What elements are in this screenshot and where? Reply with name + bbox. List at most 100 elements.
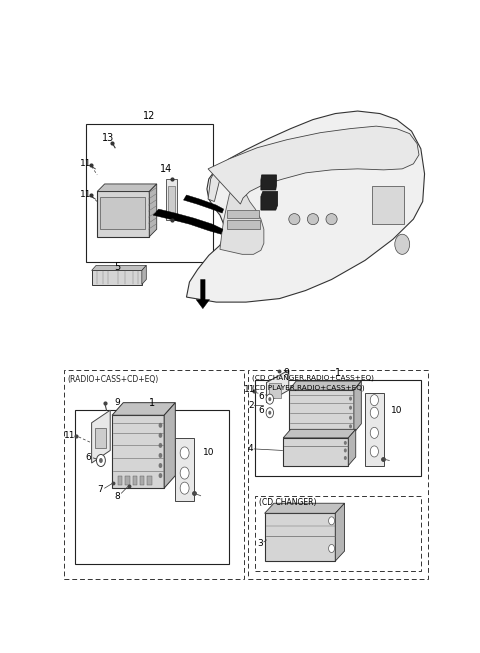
Bar [118, 475, 122, 485]
Circle shape [158, 453, 162, 458]
Polygon shape [183, 195, 224, 213]
Bar [168, 187, 175, 214]
Polygon shape [186, 111, 424, 302]
Bar [75, 410, 229, 564]
Circle shape [158, 473, 162, 478]
Text: 11: 11 [244, 385, 256, 394]
Circle shape [266, 407, 274, 418]
Circle shape [180, 467, 189, 479]
Circle shape [349, 424, 352, 428]
Polygon shape [228, 220, 260, 229]
Circle shape [268, 397, 271, 401]
Circle shape [370, 407, 378, 419]
Bar [95, 428, 106, 448]
Polygon shape [166, 179, 177, 220]
Bar [248, 370, 428, 579]
Polygon shape [289, 390, 354, 433]
Circle shape [370, 427, 378, 438]
Polygon shape [264, 513, 335, 561]
Circle shape [329, 545, 335, 552]
Bar [86, 123, 213, 262]
Polygon shape [149, 184, 156, 237]
Polygon shape [92, 270, 142, 285]
Polygon shape [153, 209, 223, 234]
Polygon shape [365, 392, 384, 466]
Text: 10: 10 [391, 406, 403, 415]
Polygon shape [97, 184, 156, 191]
Bar [125, 475, 130, 485]
Circle shape [96, 454, 106, 466]
Text: 11: 11 [80, 189, 91, 199]
Polygon shape [164, 403, 175, 488]
Bar [64, 370, 244, 579]
Polygon shape [142, 265, 146, 285]
Polygon shape [261, 175, 276, 190]
Ellipse shape [307, 214, 319, 225]
Polygon shape [175, 438, 194, 501]
Circle shape [158, 443, 162, 448]
Circle shape [180, 482, 189, 494]
Text: 13: 13 [102, 133, 115, 143]
Text: 8: 8 [115, 492, 120, 502]
Polygon shape [92, 410, 110, 463]
Circle shape [349, 406, 352, 409]
Polygon shape [266, 370, 289, 403]
Circle shape [99, 458, 103, 463]
Text: 9: 9 [283, 368, 289, 377]
Circle shape [329, 517, 335, 525]
Circle shape [349, 416, 352, 420]
Bar [255, 496, 421, 571]
Polygon shape [196, 279, 210, 309]
Text: 10: 10 [203, 449, 215, 458]
Bar [372, 187, 404, 224]
Polygon shape [261, 191, 277, 210]
Polygon shape [335, 503, 345, 561]
Polygon shape [264, 503, 345, 513]
Polygon shape [220, 169, 266, 254]
Text: 1: 1 [335, 368, 341, 377]
Circle shape [344, 449, 347, 453]
Circle shape [158, 433, 162, 438]
Bar [269, 383, 281, 398]
Text: 14: 14 [160, 164, 172, 174]
Text: 11: 11 [80, 159, 91, 168]
Polygon shape [354, 381, 361, 433]
Circle shape [370, 394, 378, 406]
Text: 6: 6 [258, 406, 264, 415]
Circle shape [344, 441, 347, 445]
Bar [147, 475, 152, 485]
Text: 4: 4 [248, 445, 253, 453]
Circle shape [180, 447, 189, 459]
Polygon shape [92, 265, 146, 270]
Text: (RADIO+CASS+CD+EQ): (RADIO+CASS+CD+EQ) [67, 375, 159, 384]
Circle shape [158, 422, 162, 428]
Text: 2: 2 [248, 401, 253, 409]
Text: 12: 12 [143, 111, 156, 121]
Polygon shape [348, 429, 356, 466]
Text: (CD PLAYER,RADIO+CASS+EQ): (CD PLAYER,RADIO+CASS+EQ) [252, 384, 364, 390]
Text: 9: 9 [115, 398, 120, 407]
Polygon shape [283, 429, 356, 438]
Ellipse shape [395, 234, 410, 254]
Bar [100, 197, 145, 229]
Circle shape [266, 394, 274, 404]
Polygon shape [208, 126, 419, 204]
Bar [140, 475, 144, 485]
Polygon shape [112, 403, 175, 415]
Polygon shape [283, 438, 348, 466]
Text: 7: 7 [97, 485, 103, 494]
Text: (CD CHANGER,RADIO+CASS+EQ): (CD CHANGER,RADIO+CASS+EQ) [252, 374, 373, 381]
Text: 6: 6 [258, 392, 264, 401]
Text: 11: 11 [63, 431, 75, 440]
Text: 6: 6 [85, 453, 91, 462]
Bar [132, 475, 137, 485]
Polygon shape [208, 170, 220, 202]
Bar [255, 380, 421, 475]
Text: (CD CHANGER): (CD CHANGER) [259, 498, 316, 507]
Ellipse shape [289, 214, 300, 225]
Text: 1: 1 [149, 398, 155, 407]
Circle shape [370, 446, 378, 457]
Circle shape [344, 456, 347, 460]
Ellipse shape [326, 214, 337, 225]
Text: 5: 5 [115, 262, 121, 272]
